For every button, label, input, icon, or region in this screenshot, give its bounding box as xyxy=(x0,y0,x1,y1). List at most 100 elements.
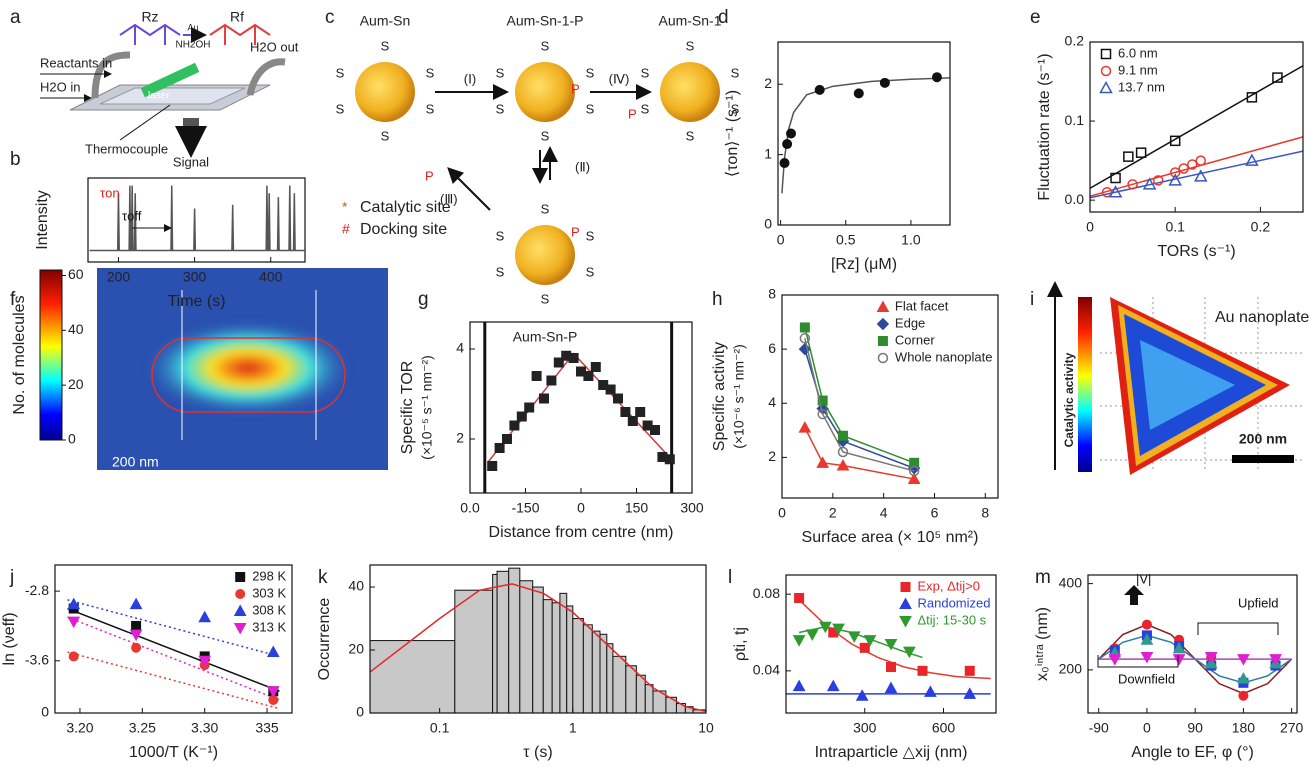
site-label: S xyxy=(686,128,695,143)
thermocouple-wire xyxy=(119,104,171,141)
data-line xyxy=(67,607,280,692)
data-point xyxy=(877,352,889,364)
colorbar-tick-label: 40 xyxy=(68,321,84,337)
histogram-bar xyxy=(635,674,646,714)
data-point xyxy=(1169,135,1181,147)
site-label: S xyxy=(586,101,595,116)
x-tick-label: 6 xyxy=(931,505,939,521)
panel-letter: k xyxy=(318,567,328,588)
y-tick-label: 0.1 xyxy=(1065,112,1085,128)
data-point xyxy=(832,623,845,636)
data-point xyxy=(1178,163,1189,174)
data-point xyxy=(1141,619,1152,630)
x-axis-label: [Rz] (μM) xyxy=(831,256,897,273)
particle-outline xyxy=(151,337,346,413)
x-tick-label: 0 xyxy=(577,500,585,516)
label-thermocouple: Thermocouple xyxy=(85,141,168,156)
legend-text: Catalytic site xyxy=(360,199,451,216)
x-tick-label: 400 xyxy=(259,269,283,285)
panel-letter: b xyxy=(10,149,21,170)
plot-frame xyxy=(1087,574,1298,714)
panel-c: c Aum-Sn Aum-Sn-1-P Aum-Sn-1 Aum-Sn-P (Ⅰ… xyxy=(325,7,722,345)
x-tick-label: 180 xyxy=(1232,720,1256,736)
data-point xyxy=(886,662,896,672)
data-point xyxy=(792,635,806,647)
panel-i: i Catalytic activity Au nanoplate 200 nm xyxy=(1030,281,1309,475)
y-tick-label: 8 xyxy=(768,286,776,302)
data-point xyxy=(1140,633,1154,645)
data-point xyxy=(782,139,793,150)
x-tick-label: -90 xyxy=(1089,720,1109,736)
x-axis-label: Intraparticle △xij (nm) xyxy=(815,744,968,761)
legend-label: 303 K xyxy=(252,585,286,600)
y-tick-label: 200 xyxy=(1059,661,1083,677)
data-point xyxy=(1127,179,1138,190)
legend-text: Docking site xyxy=(360,221,447,238)
axis-label: Catalytic activity xyxy=(1062,352,1076,447)
legend-label: 298 K xyxy=(252,568,286,583)
y-axis-label: (×10⁻⁶ s⁻¹ nm⁻²) xyxy=(731,344,747,449)
data-line xyxy=(804,338,915,472)
y-tick-label: 0.2 xyxy=(1065,33,1085,49)
state-label: Aum-Sn-1 xyxy=(658,13,721,29)
histogram-bar xyxy=(606,643,614,714)
panel-letter: l xyxy=(728,567,732,588)
product-label: P xyxy=(571,81,580,96)
legend-label: Whole nanoplate xyxy=(895,349,993,364)
data-point xyxy=(568,353,579,363)
data-line xyxy=(67,599,280,658)
x-tick-label: 200 xyxy=(107,269,131,285)
label-au: Au xyxy=(187,22,198,32)
state-label: Aum-Sn-1-P xyxy=(506,13,583,29)
panel-letter: d xyxy=(718,7,729,28)
y-axis-label: Specific activity xyxy=(711,342,728,451)
histogram-bar xyxy=(599,633,608,714)
panel-letter: m xyxy=(1035,567,1051,588)
data-point xyxy=(266,686,280,698)
panel-letter: c xyxy=(325,7,335,28)
data-point xyxy=(635,407,646,417)
data-point xyxy=(531,371,542,381)
y-tick-label: 0.0 xyxy=(1065,191,1085,207)
panel-letter: e xyxy=(1030,7,1041,28)
data-point xyxy=(546,375,557,386)
data-line xyxy=(67,616,280,701)
scale-bar-label: 200 nm xyxy=(1239,431,1287,447)
data-point xyxy=(487,461,498,471)
y-tick-label: 40 xyxy=(348,578,364,594)
legend-label: Edge xyxy=(895,315,925,330)
data-point xyxy=(1142,177,1157,190)
nanoparticle xyxy=(355,62,415,122)
plot-frame xyxy=(54,564,293,714)
y-tick-label: 6 xyxy=(768,340,776,356)
site-label: S xyxy=(541,201,550,216)
panel-letter: a xyxy=(10,7,21,28)
data-point xyxy=(814,84,825,95)
data-point xyxy=(879,77,890,88)
site-label: S xyxy=(381,128,390,143)
data-point xyxy=(884,681,898,694)
data-point xyxy=(855,689,869,701)
x-axis-label: Angle to EF, φ (°) xyxy=(1131,744,1254,761)
data-point xyxy=(817,395,828,406)
data-point xyxy=(590,362,601,372)
data-point xyxy=(583,371,594,381)
state-label: Aum-Sn xyxy=(360,13,411,29)
data-line xyxy=(67,651,280,710)
data-point xyxy=(129,629,143,642)
y-axis-label: ρti, tj xyxy=(732,627,749,661)
data-point xyxy=(1246,92,1258,103)
data-line xyxy=(804,327,915,464)
legend-label: Corner xyxy=(895,332,935,347)
data-point xyxy=(805,629,819,641)
x-tick-label: 300 xyxy=(680,500,704,516)
plot-frame xyxy=(1089,41,1304,213)
legend: 298 K 303 K 308 K 313 K xyxy=(233,568,287,635)
y-axis-label: (×10⁻⁵ s⁻¹ nm⁻²) xyxy=(419,355,435,460)
data-point xyxy=(1172,641,1186,654)
x-axis-label: 1000/T (K⁻¹) xyxy=(129,744,218,761)
panel-letter: h xyxy=(712,289,723,310)
data-point xyxy=(826,679,840,692)
data-point xyxy=(502,434,512,444)
x-tick-label: 1.0 xyxy=(901,232,921,248)
